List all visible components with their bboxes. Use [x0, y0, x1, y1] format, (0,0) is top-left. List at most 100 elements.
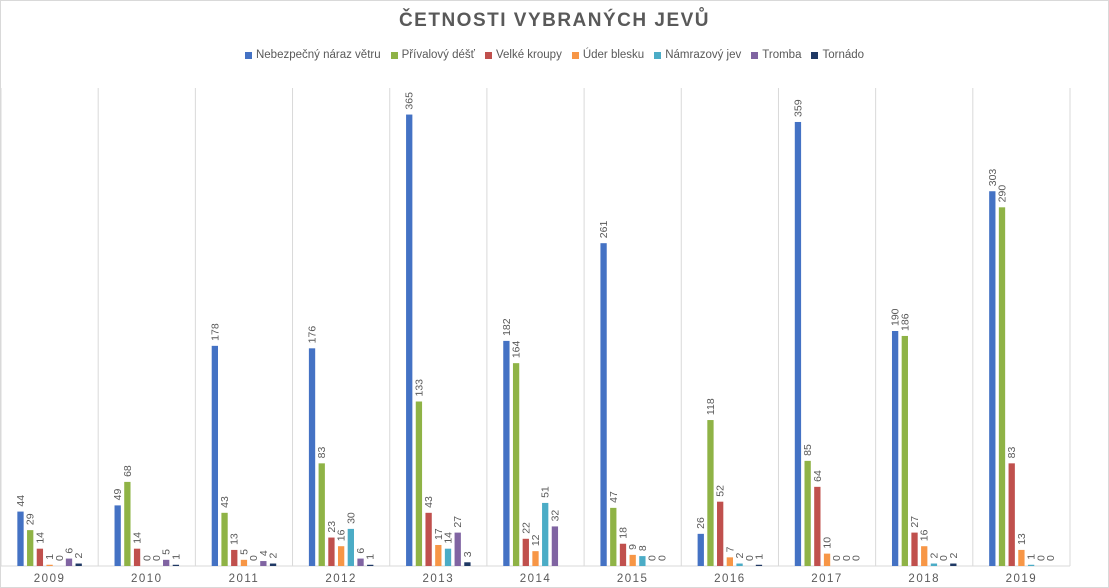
bar: [357, 558, 364, 566]
data-label: 5: [161, 549, 173, 555]
data-label: 261: [598, 221, 610, 239]
x-tick-label: 2012: [325, 573, 357, 585]
data-label: 6: [355, 548, 367, 554]
data-label: 23: [326, 521, 338, 533]
legend-label: Úder blesku: [582, 49, 645, 61]
data-label: 14: [443, 532, 455, 544]
data-label: 16: [336, 529, 348, 541]
bar: [415, 401, 423, 566]
data-label: 30: [345, 512, 357, 524]
data-label: 0: [1035, 555, 1047, 561]
legend-swatch: [484, 51, 492, 59]
bar: [629, 554, 636, 566]
data-label: 0: [1045, 555, 1057, 561]
data-label: 359: [792, 99, 804, 117]
bar: [260, 561, 267, 566]
bar: [697, 533, 704, 566]
data-label: 2: [73, 553, 85, 559]
bar: [1018, 549, 1025, 566]
x-tick-label: 2015: [617, 573, 649, 585]
bar: [337, 546, 345, 566]
x-tick-label: 2011: [229, 573, 260, 585]
data-label: 26: [695, 517, 707, 529]
legend-item: Tromba: [751, 49, 801, 61]
bar: [406, 114, 413, 566]
bar: [17, 511, 24, 566]
bar: [600, 243, 607, 566]
bar: [46, 564, 53, 566]
legend-swatch: [654, 51, 662, 59]
data-label: 176: [307, 326, 319, 344]
bar: [755, 564, 763, 566]
data-label: 2: [734, 553, 746, 559]
bar: [921, 546, 928, 566]
bar: [989, 191, 996, 566]
bar: [901, 335, 908, 566]
x-tick-label: 2017: [811, 573, 843, 585]
bar: [435, 544, 442, 566]
x-tick-label: 2013: [423, 573, 455, 585]
bar: [542, 502, 549, 566]
bar: [911, 532, 918, 566]
bar: [998, 207, 1006, 566]
data-label: 0: [841, 555, 853, 561]
bar: [367, 564, 374, 566]
x-tick-label: 2014: [520, 573, 552, 585]
x-tick-label: 2016: [714, 573, 746, 585]
bar: [794, 121, 802, 566]
data-label: 164: [511, 340, 523, 358]
data-label: 0: [831, 555, 843, 561]
data-label: 49: [112, 489, 124, 501]
data-label: 14: [132, 532, 144, 544]
data-label: 16: [919, 529, 931, 541]
x-tick-label: 2018: [908, 573, 940, 585]
data-label: 2: [268, 553, 280, 559]
bar: [75, 563, 82, 566]
legend-swatch: [751, 51, 759, 59]
bar: [221, 512, 228, 566]
legend-item: Úder blesku: [571, 49, 645, 61]
data-label: 12: [530, 534, 542, 546]
legend-swatch: [571, 51, 579, 59]
data-label: 178: [209, 323, 221, 341]
bar: [891, 331, 899, 566]
data-label: 10: [822, 537, 834, 549]
bar: [347, 528, 354, 566]
data-label: 0: [851, 555, 863, 561]
bar: [726, 557, 734, 566]
legend-item: Přívalový déšť: [390, 49, 475, 61]
data-label: 0: [151, 555, 163, 561]
bar: [27, 530, 34, 566]
data-label: 2: [928, 553, 940, 559]
bar: [231, 549, 238, 566]
data-label: 64: [812, 470, 824, 482]
legend-item: Nebezpečný náraz větru: [244, 49, 381, 61]
data-label: 43: [219, 496, 231, 508]
bar: [707, 420, 714, 566]
data-label: 365: [404, 92, 416, 110]
legend-label: Nebezpečný náraz větru: [255, 49, 381, 61]
legend-item: Velké kroupy: [484, 49, 562, 61]
legend-swatch: [244, 51, 252, 59]
data-label: 52: [715, 485, 727, 497]
data-label: 2: [948, 553, 960, 559]
data-label: 1: [365, 554, 377, 560]
x-tick-label: 2019: [1006, 573, 1038, 585]
legend-swatch: [811, 51, 819, 59]
data-label: 3: [462, 551, 474, 557]
chart-title: ČETNOSTI VYBRANÝCH JEVŮ: [398, 10, 711, 31]
data-label: 85: [802, 444, 814, 456]
data-label: 47: [608, 491, 620, 503]
bar: [814, 486, 821, 566]
data-label: 83: [1006, 447, 1018, 459]
data-label: 68: [122, 465, 134, 477]
legend-label: Tornádo: [822, 49, 865, 61]
data-label: 0: [656, 555, 668, 561]
x-tick-label: 2010: [131, 573, 163, 585]
legend-label: Přívalový déšť: [401, 49, 475, 61]
bar: [950, 563, 957, 566]
legend-item: Námrazový jev: [654, 49, 741, 61]
bar: [512, 363, 520, 566]
data-label: 186: [899, 313, 911, 331]
data-label: 22: [520, 522, 532, 534]
